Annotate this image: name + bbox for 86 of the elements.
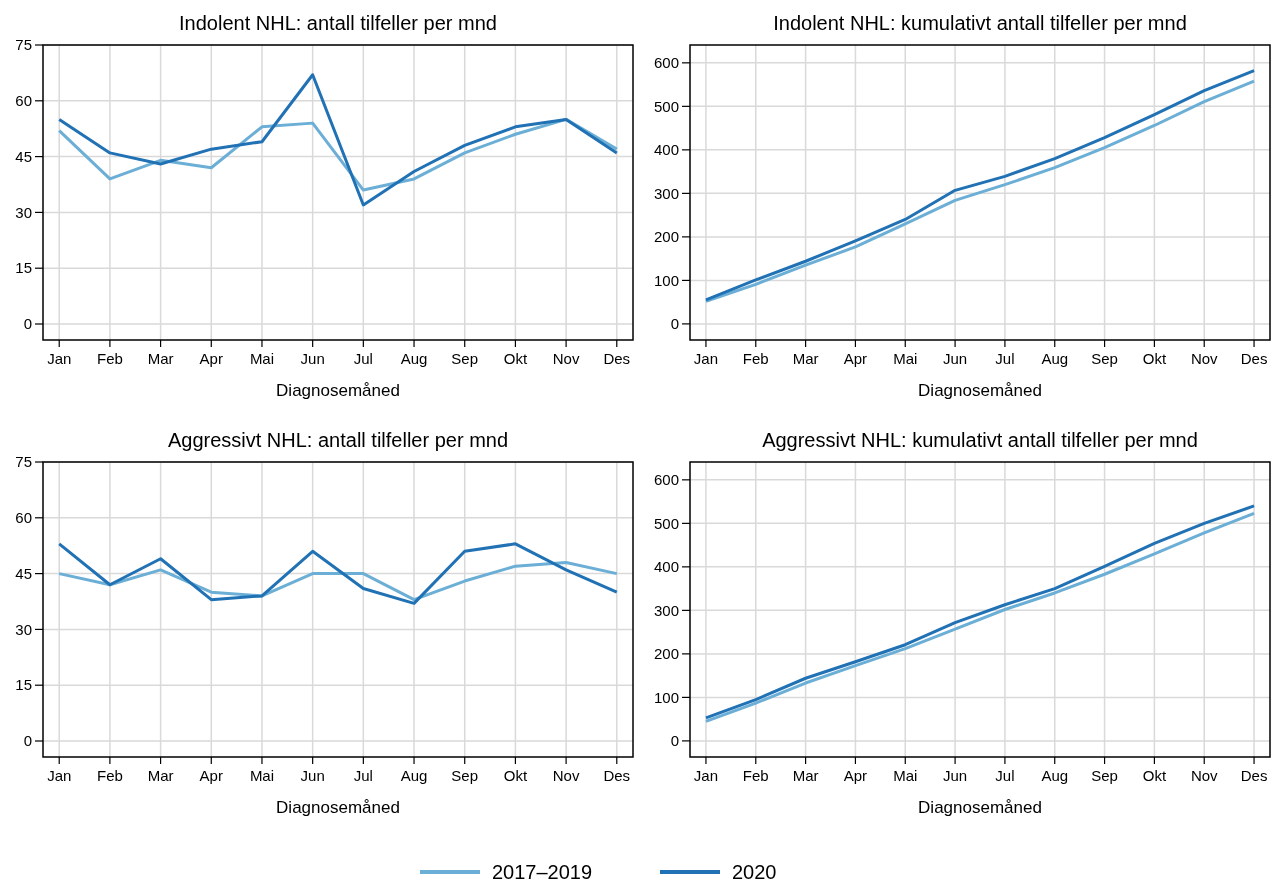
x-tick-label: Des bbox=[1240, 350, 1268, 367]
x-tick-label: Sep bbox=[451, 767, 479, 784]
y-tick-label: 0 bbox=[670, 315, 679, 333]
x-tick-label: Okt bbox=[1142, 767, 1167, 784]
x-tick-label: Okt bbox=[1142, 350, 1167, 367]
x-tick-label: Des bbox=[603, 767, 631, 784]
y-tick-label: 0 bbox=[23, 732, 32, 750]
y-tick-label: 60 bbox=[15, 92, 32, 110]
x-tick-label: Jan bbox=[47, 350, 72, 367]
y-tick-label: 60 bbox=[15, 509, 32, 527]
x-tick-label: Jun bbox=[300, 767, 325, 784]
x-tick-label: Jul bbox=[353, 767, 373, 784]
legend-label: 2020 bbox=[732, 861, 777, 883]
y-tick-label: 100 bbox=[653, 688, 679, 706]
y-tick-label: 400 bbox=[653, 558, 679, 576]
x-tick-label: Jun bbox=[300, 350, 325, 367]
x-tick-label: Mar bbox=[792, 767, 819, 784]
x-tick-label: Sep bbox=[451, 350, 479, 367]
line-series bbox=[57, 73, 619, 207]
x-tick-label: Nov bbox=[552, 350, 580, 367]
x-tick-label: Nov bbox=[1190, 767, 1219, 784]
chart-title: Indolent NHL: kumulativt antall tilfeller per mnd bbox=[773, 12, 1187, 34]
line-series bbox=[57, 542, 619, 605]
x-tick-label: Apr bbox=[843, 767, 868, 784]
x-axis-title: Diagnosemåned bbox=[276, 798, 400, 817]
y-tick-label: 30 bbox=[15, 203, 32, 221]
y-tick-label: 45 bbox=[15, 147, 32, 165]
x-tick-label: Nov bbox=[1190, 350, 1219, 367]
legend-label: 2017–2019 bbox=[492, 861, 593, 883]
y-tick-label: 0 bbox=[23, 315, 32, 333]
x-tick-label: Apr bbox=[199, 767, 223, 784]
x-tick-label: Des bbox=[1240, 767, 1268, 784]
x-tick-label: Jan bbox=[693, 767, 719, 784]
x-axis-title: Diagnosemåned bbox=[918, 381, 1042, 400]
y-tick-label: 15 bbox=[15, 676, 32, 694]
x-tick-label: Apr bbox=[843, 350, 868, 367]
y-tick-label: 600 bbox=[653, 471, 679, 489]
y-tick-label: 300 bbox=[653, 601, 679, 619]
y-tick-label: 15 bbox=[15, 259, 32, 277]
x-tick-label: Mai bbox=[893, 767, 918, 784]
y-tick-label: 100 bbox=[653, 271, 679, 289]
chart-title: Aggressivt NHL: antall tilfeller per mnd bbox=[167, 429, 509, 451]
x-tick-label: Aug bbox=[1041, 767, 1069, 784]
x-tick-label: Okt bbox=[503, 350, 528, 367]
y-tick-label: 500 bbox=[653, 514, 679, 532]
x-tick-label: Okt bbox=[503, 767, 528, 784]
x-tick-label: Feb bbox=[96, 767, 123, 784]
y-tick-label: 75 bbox=[15, 453, 32, 471]
x-tick-label: Feb bbox=[742, 767, 769, 784]
x-tick-label: Mai bbox=[249, 350, 275, 367]
x-tick-label: Jul bbox=[995, 767, 1015, 784]
chart-title: Aggressivt NHL: kumulativt antall tilfeller per mnd bbox=[762, 429, 1198, 451]
y-tick-label: 400 bbox=[653, 141, 679, 159]
x-tick-label: Jul bbox=[995, 350, 1015, 367]
x-tick-label: Mar bbox=[147, 767, 174, 784]
x-tick-label: Mar bbox=[147, 350, 174, 367]
y-tick-label: 0 bbox=[670, 732, 679, 750]
y-tick-label: 200 bbox=[653, 645, 679, 663]
y-tick-label: 600 bbox=[653, 54, 679, 72]
x-tick-label: Sep bbox=[1091, 767, 1118, 784]
chart-title: Indolent NHL: antall tilfeller per mnd bbox=[179, 12, 497, 34]
x-tick-label: Aug bbox=[1041, 350, 1069, 367]
x-axis-title: Diagnosemåned bbox=[276, 381, 400, 400]
x-tick-label: Feb bbox=[742, 350, 769, 367]
x-tick-label: Jan bbox=[47, 767, 72, 784]
x-tick-label: Sep bbox=[1091, 350, 1118, 367]
y-tick-label: 500 bbox=[653, 97, 679, 115]
x-tick-label: Apr bbox=[199, 350, 223, 367]
x-tick-label: Feb bbox=[96, 350, 123, 367]
x-tick-label: Mai bbox=[893, 350, 918, 367]
x-tick-label: Mar bbox=[792, 350, 819, 367]
y-tick-label: 30 bbox=[15, 620, 32, 638]
x-tick-label: Jan bbox=[693, 350, 719, 367]
x-tick-label: Des bbox=[603, 350, 631, 367]
x-tick-label: Jun bbox=[942, 767, 968, 784]
x-axis-title: Diagnosemåned bbox=[918, 798, 1042, 817]
x-tick-label: Jul bbox=[353, 350, 373, 367]
x-tick-label: Aug bbox=[400, 767, 428, 784]
x-tick-label: Jun bbox=[942, 350, 968, 367]
y-tick-label: 75 bbox=[15, 36, 32, 54]
y-tick-label: 200 bbox=[653, 228, 679, 246]
x-tick-label: Mai bbox=[249, 767, 275, 784]
x-tick-label: Nov bbox=[552, 767, 580, 784]
x-tick-label: Aug bbox=[400, 350, 428, 367]
y-tick-label: 300 bbox=[653, 184, 679, 202]
y-tick-label: 45 bbox=[15, 564, 32, 582]
